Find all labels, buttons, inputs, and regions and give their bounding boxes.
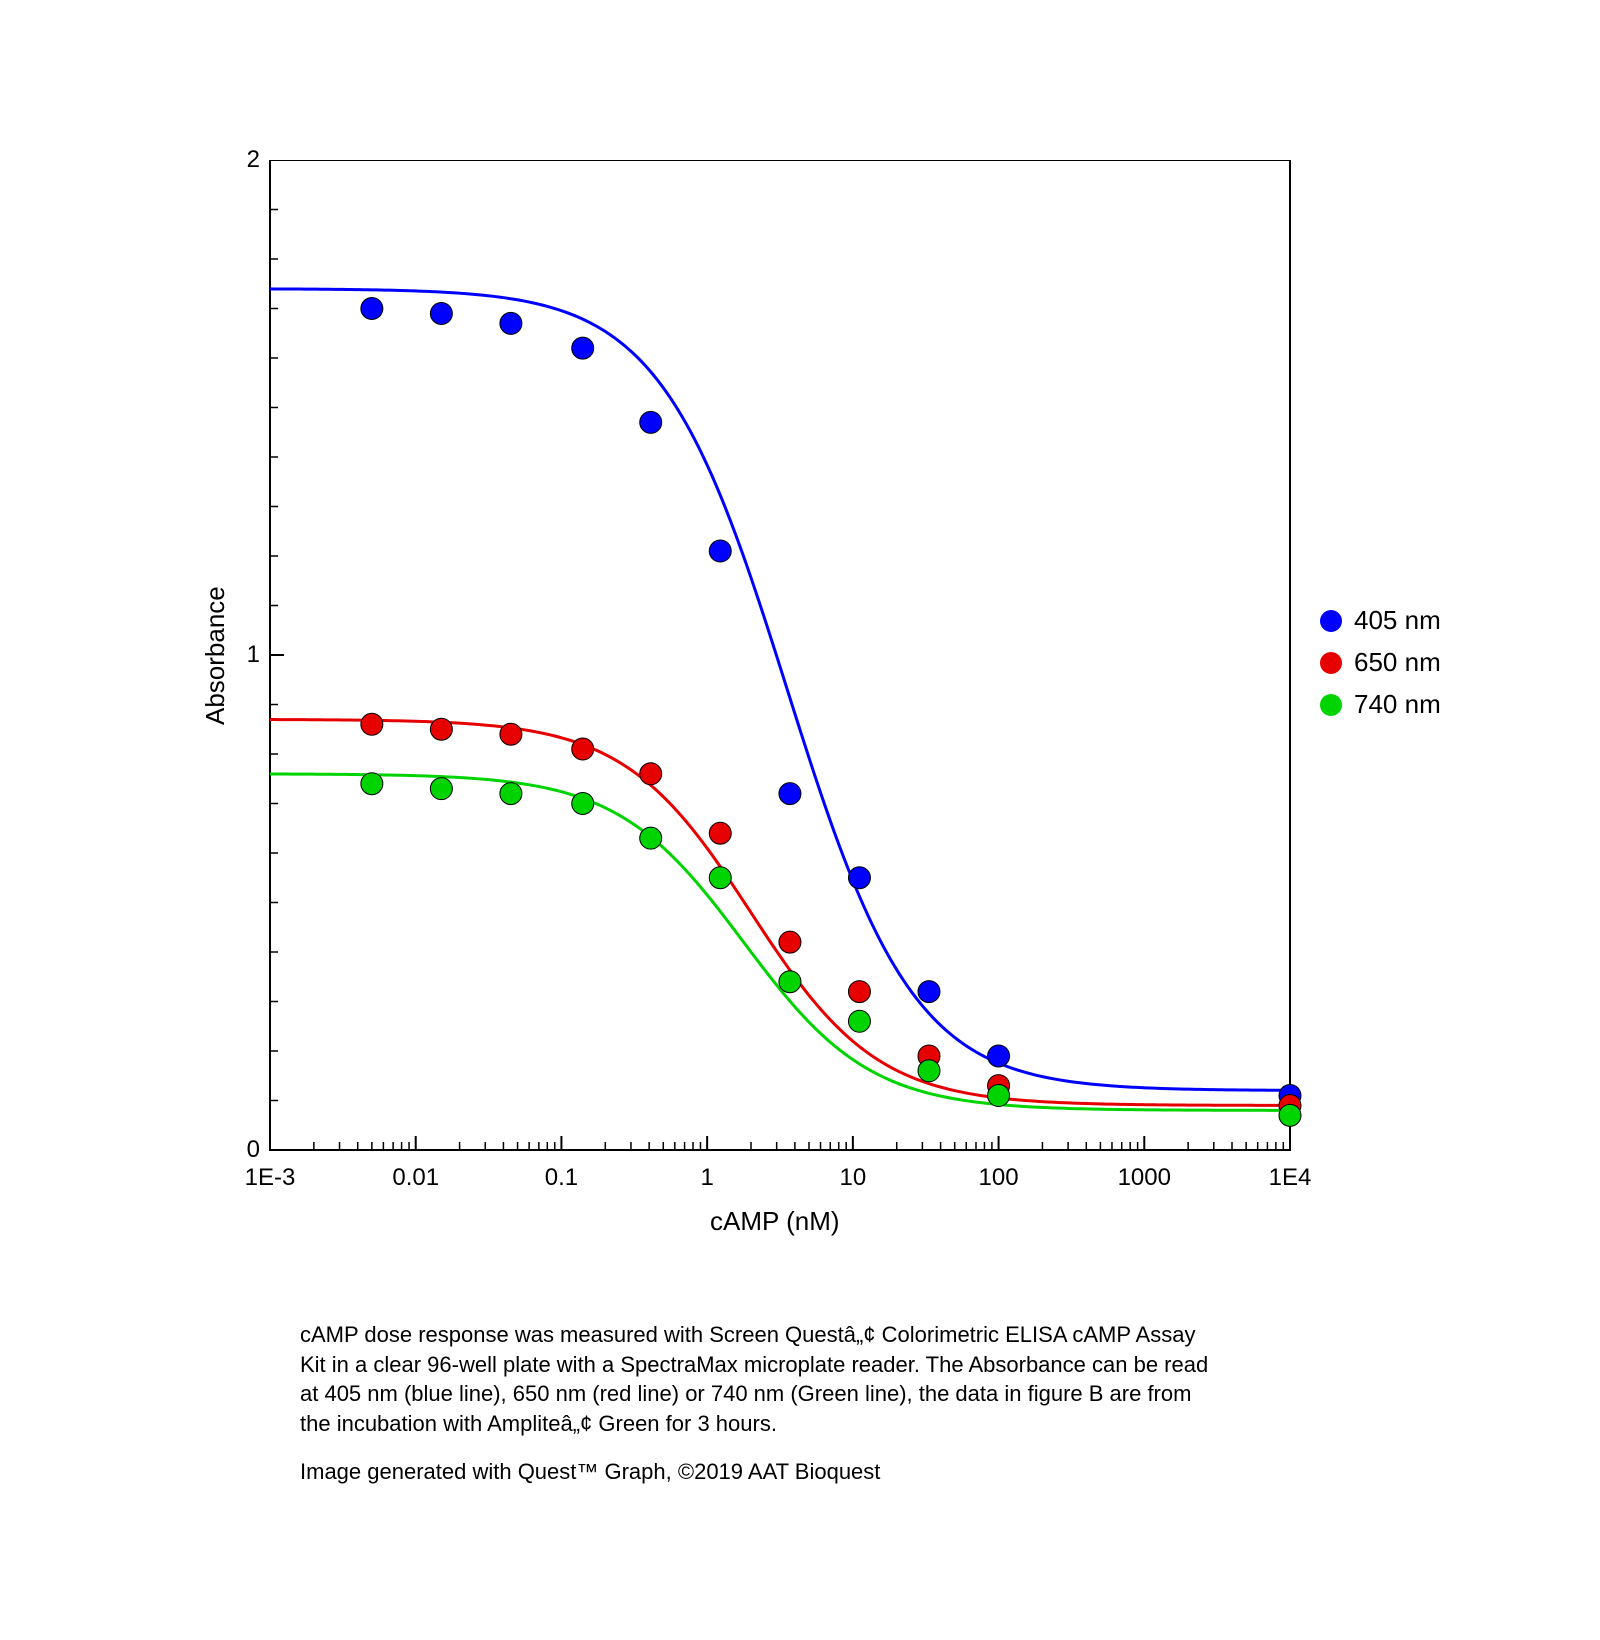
x-tick-label: 1	[677, 1164, 737, 1192]
page: Absorbance cAMP (nM) 1E-30.010.111010010…	[0, 0, 1600, 1640]
legend-item: 740 nm	[1320, 689, 1441, 720]
x-tick-label: 0.01	[386, 1164, 446, 1192]
x-tick-label: 1000	[1114, 1164, 1174, 1192]
legend-swatch-icon	[1320, 610, 1342, 632]
x-tick-label: 100	[969, 1164, 1029, 1192]
y-tick-label: 0	[230, 1136, 260, 1164]
caption-body: cAMP dose response was measured with Scr…	[300, 1320, 1220, 1439]
x-tick-label: 10	[823, 1164, 883, 1192]
caption-credit: Image generated with Quest™ Graph, ©2019…	[300, 1457, 1220, 1487]
chart-svg	[150, 160, 1320, 1210]
figure-caption: cAMP dose response was measured with Scr…	[300, 1320, 1220, 1504]
x-axis-label: cAMP (nM)	[710, 1206, 840, 1237]
legend-swatch-icon	[1320, 694, 1342, 716]
x-tick-label: 0.1	[531, 1164, 591, 1192]
legend-label: 650 nm	[1354, 647, 1441, 678]
x-tick-label: 1E4	[1260, 1164, 1320, 1192]
legend-label: 740 nm	[1354, 689, 1441, 720]
y-tick-label: 1	[230, 641, 260, 669]
legend-swatch-icon	[1320, 652, 1342, 674]
y-axis-label: Absorbance	[200, 586, 231, 725]
chart-area: Absorbance cAMP (nM) 1E-30.010.111010010…	[150, 160, 1450, 1260]
x-tick-label: 1E-3	[240, 1164, 300, 1192]
y-tick-label: 2	[230, 146, 260, 174]
legend-item: 650 nm	[1320, 647, 1441, 678]
legend-label: 405 nm	[1354, 605, 1441, 636]
legend-item: 405 nm	[1320, 605, 1441, 636]
